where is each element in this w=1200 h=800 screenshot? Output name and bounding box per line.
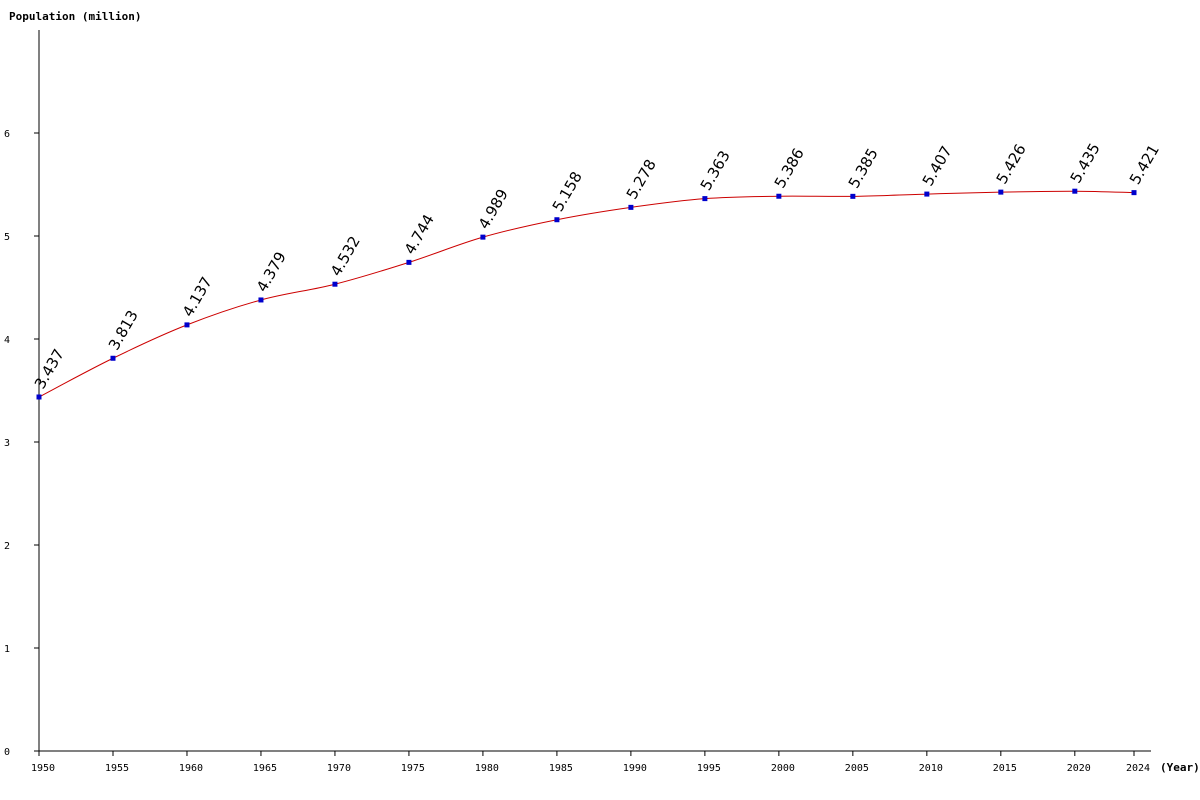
- data-label: 5.435: [1067, 140, 1104, 186]
- x-tick-label: 1975: [401, 763, 425, 774]
- data-label: 4.137: [179, 274, 216, 320]
- x-tick-label: 1985: [549, 763, 573, 774]
- x-tick-label: 2010: [919, 763, 943, 774]
- data-point: [258, 297, 264, 303]
- x-tick-label: 2020: [1067, 763, 1091, 774]
- data-point: [36, 394, 42, 400]
- x-tick-label: 1970: [327, 763, 351, 774]
- x-tick-label: 2015: [993, 763, 1017, 774]
- data-point: [554, 217, 560, 223]
- data-point: [110, 355, 116, 361]
- x-tick-label: 2000: [771, 763, 795, 774]
- data-label: 5.421: [1126, 141, 1163, 187]
- data-point: [1072, 188, 1078, 194]
- data-point: [332, 281, 338, 287]
- data-point: [850, 193, 856, 199]
- data-label: 5.407: [919, 143, 956, 189]
- series-line: [38, 190, 1135, 398]
- data-label: 5.278: [623, 156, 660, 202]
- data-label: 5.426: [993, 141, 1030, 187]
- y-tick-label: 2: [4, 541, 10, 552]
- series-markers: [36, 188, 1137, 400]
- data-label: 4.744: [401, 211, 438, 257]
- y-tick-label: 1: [4, 644, 10, 655]
- x-axis-ticks: 1950 1955 1960 1965 1970 1975 1980 1985 1990 1995…: [31, 751, 1150, 774]
- data-point: [998, 189, 1004, 195]
- x-axis-title: (Year): [1160, 761, 1200, 774]
- data-point: [480, 234, 486, 240]
- x-tick-label: 2005: [845, 763, 869, 774]
- x-tick-label: 1960: [179, 763, 203, 774]
- y-tick-label: 3: [4, 438, 10, 449]
- data-point: [702, 196, 708, 202]
- x-tick-label: 1950: [31, 763, 55, 774]
- data-point: [406, 259, 412, 265]
- data-point: [628, 204, 634, 210]
- data-label: 5.386: [771, 145, 808, 191]
- x-tick-label: 1955: [105, 763, 129, 774]
- y-tick-label: 6: [4, 129, 10, 140]
- y-tick-label: 4: [4, 335, 10, 346]
- x-tick-label: 2024: [1126, 763, 1150, 774]
- data-point: [924, 191, 930, 197]
- y-axis-ticks: 0 1 2 3 4 5 6: [4, 129, 39, 758]
- x-tick-label: 1980: [475, 763, 499, 774]
- data-label: 5.158: [549, 169, 586, 215]
- data-label: 5.363: [697, 147, 734, 193]
- y-axis-title: Population (million): [9, 10, 141, 23]
- data-label: 3.813: [105, 307, 142, 353]
- data-label: 5.385: [845, 145, 882, 191]
- x-tick-label: 1965: [253, 763, 277, 774]
- y-tick-label: 5: [4, 232, 10, 243]
- data-point: [1131, 190, 1137, 196]
- data-label: 4.532: [327, 233, 364, 279]
- y-tick-label: 0: [4, 747, 10, 758]
- data-label: 4.989: [475, 186, 512, 232]
- x-tick-label: 1995: [697, 763, 721, 774]
- data-point: [184, 322, 190, 328]
- data-label: 4.379: [253, 249, 290, 295]
- data-point: [776, 193, 782, 199]
- x-tick-label: 1990: [623, 763, 647, 774]
